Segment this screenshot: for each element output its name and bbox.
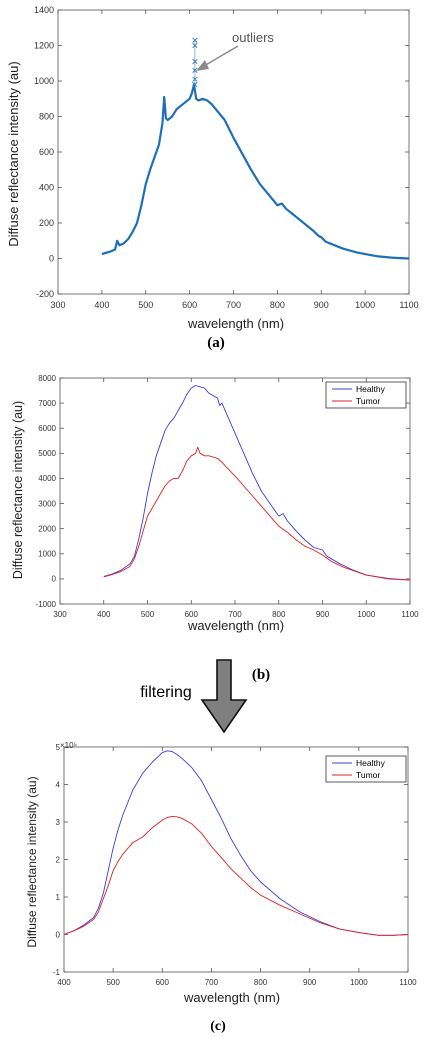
chart-b-xlabel: wavelength (nm) xyxy=(187,618,284,633)
chart-c-xtick-label: 1100 xyxy=(399,978,417,987)
chart-c-ytick-label: -1 xyxy=(53,968,61,977)
chart-a-xtick-label: 900 xyxy=(314,300,329,310)
chart-c-series-tumor xyxy=(63,815,409,936)
chart-a-plot-area: 300 400 500 600 700 800 900 1000 1100 -200 0 200 400… xyxy=(34,5,419,310)
chart-c-ytick-label: 2 xyxy=(56,855,61,864)
chart-c-ytick-label: 1 xyxy=(56,893,61,902)
chart-b-xtick-label: 700 xyxy=(228,610,242,619)
chart-c-xtick-label: 800 xyxy=(254,978,268,987)
chart-b-plot-area: 300 400 500 600 700 800 900 1000 1100 -1000 0 1000 2… xyxy=(36,374,420,619)
chart-a-ytick-label: -200 xyxy=(36,289,54,299)
chart-c-ytick-label: 4 xyxy=(56,780,61,789)
legend-c-tumor-label: Tumor xyxy=(356,770,380,780)
chart-c-xtick-label: 900 xyxy=(303,978,317,987)
chart-a-outlier-marker xyxy=(192,37,198,43)
chart-b-xtick-label: 400 xyxy=(97,610,111,619)
panel-label-b: (b) xyxy=(252,667,270,683)
chart-a-ytick-label: 1000 xyxy=(34,76,54,86)
chart-a-xlabel: wavelength (nm) xyxy=(187,316,284,331)
chart-a-xtick-label: 500 xyxy=(138,300,153,310)
chart-b-ytick-label: 0 xyxy=(52,575,57,584)
chart-c-series-healthy xyxy=(63,750,409,936)
chart-a-xtick-label: 800 xyxy=(270,300,285,310)
chart-a-xtick-label: 400 xyxy=(94,300,109,310)
chart-a-ytick-label: 0 xyxy=(49,254,54,264)
chart-c-ytick-label: 0 xyxy=(56,930,61,939)
chart-a-outlier-marker xyxy=(192,81,198,88)
chart-b-ytick-label: 6000 xyxy=(38,424,56,433)
chart-a-ytick-label: 600 xyxy=(39,147,54,157)
chart-a-xtick-label: 300 xyxy=(50,300,65,310)
chart-c: 400 500 600 700 800 900 1000 1100 -1 0 1 2 3 4 5 Diffu… xyxy=(25,741,417,1034)
chart-a-ylabel: Diffuse reflectance intensity (au) xyxy=(6,61,21,246)
chart-a-outlier-marker xyxy=(192,58,198,65)
chart-a-ytick-label: 1400 xyxy=(34,5,54,15)
chart-b-xtick-label: 1100 xyxy=(401,610,419,619)
chart-b-ylabel: Diffuse reflectance intensity (au) xyxy=(11,401,25,579)
chart-c-xtick-label: 700 xyxy=(205,978,219,987)
chart-b-series-tumor xyxy=(103,446,411,581)
chart-c-xtick-label: 400 xyxy=(57,978,71,987)
chart-c-ytick-label: 5 xyxy=(56,743,61,752)
legend-b-healthy-label: Healthy xyxy=(356,384,386,394)
chart-c-ytick-label: 3 xyxy=(56,818,61,827)
chart-c-xlabel: wavelength (nm) xyxy=(183,990,280,1005)
chart-a-outlier-marker xyxy=(192,76,198,82)
chart-b-series-healthy xyxy=(103,385,411,581)
legend-b-box xyxy=(325,381,407,409)
filtering-label: filtering xyxy=(140,684,192,701)
chart-b-ytick-label: 4000 xyxy=(38,474,56,483)
chart-b: 300 400 500 600 700 800 900 1000 1100 -1000 0 1000 2… xyxy=(11,374,419,683)
chart-c-xtick-label: 500 xyxy=(106,978,120,987)
chart-c-plot-area: 400 500 600 700 800 900 1000 1100 -1 0 1 2 3 4 5 xyxy=(53,743,417,987)
legend-b-tumor-label: Tumor xyxy=(356,396,380,406)
chart-b-xtick-label: 500 xyxy=(141,610,155,619)
chart-b-xtick-label: 300 xyxy=(53,610,67,619)
legend-c-healthy-label: Healthy xyxy=(356,758,386,768)
chart-a-xtick-label: 1100 xyxy=(399,300,418,310)
chart-a-ytick-label: 200 xyxy=(39,218,54,228)
chart-c-xtick-label: 1000 xyxy=(350,978,368,987)
chart-b-ytick-label: 3000 xyxy=(38,499,56,508)
filtering-arrow xyxy=(200,659,248,734)
chart-c-xtick-label: 600 xyxy=(156,978,170,987)
chart-b-xtick-label: 800 xyxy=(272,610,286,619)
chart-b-ytick-label: -1000 xyxy=(36,600,57,609)
chart-b-ytick-label: 5000 xyxy=(38,449,56,458)
outliers-annotation: outliers xyxy=(232,30,274,45)
chart-a-xtick-label: 1000 xyxy=(355,300,375,310)
chart-b-ytick-label: 8000 xyxy=(38,374,56,383)
chart-b-xtick-label: 900 xyxy=(316,610,330,619)
chart-b-xtick-label: 600 xyxy=(185,610,199,619)
chart-b-ytick-label: 7000 xyxy=(38,399,56,408)
chart-a-ytick-label: 1200 xyxy=(34,41,54,51)
chart-b-ytick-label: 1000 xyxy=(38,550,56,559)
chart-c-ylabel: Diffuse reflectance intensity (au) xyxy=(25,776,39,947)
chart-b-frame xyxy=(59,377,411,605)
chart-a-ytick-label: 400 xyxy=(39,183,54,193)
chart-a-xtick-label: 700 xyxy=(226,300,241,310)
chart-a-ytick-label: 800 xyxy=(39,112,54,122)
outliers-arrow xyxy=(203,45,239,67)
filtering-step: filtering xyxy=(140,659,248,734)
chart-c-frame xyxy=(63,746,409,973)
chart-a-outlier-marker xyxy=(192,42,198,49)
legend-c-box xyxy=(325,755,407,783)
chart-a: 300 400 500 600 700 800 900 1000 1100 -200 0 200 400… xyxy=(6,5,419,351)
chart-a-series-line xyxy=(101,83,410,260)
chart-a-outlier-marker xyxy=(192,67,198,73)
outliers-arrowhead xyxy=(196,60,209,71)
panel-label-a: (a) xyxy=(207,335,225,351)
chart-b-ytick-label: 2000 xyxy=(38,524,56,533)
chart-b-xtick-label: 1000 xyxy=(357,610,375,619)
chart-c-multiplier: ×10⁵ xyxy=(60,741,77,750)
panel-label-c: (c) xyxy=(210,1019,226,1034)
chart-a-xtick-label: 600 xyxy=(182,300,197,310)
